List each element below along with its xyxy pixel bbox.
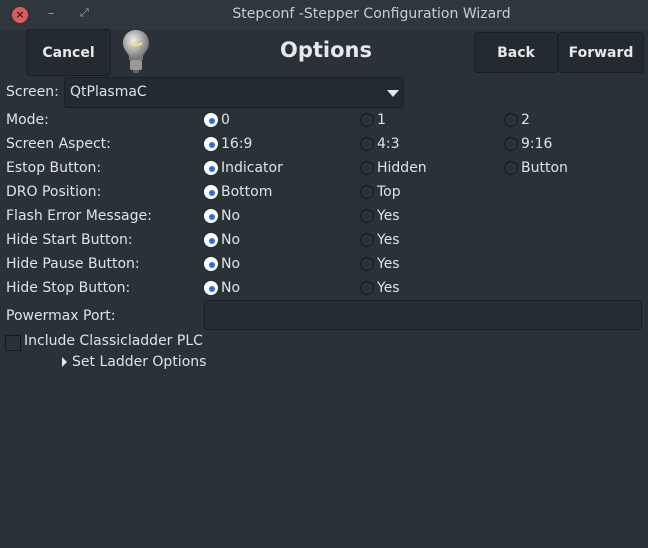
radio-label: No [221, 280, 241, 296]
radio-icon[interactable] [204, 257, 218, 271]
radio-label: 9:16 [521, 136, 553, 152]
radio-icon[interactable] [360, 209, 374, 223]
lightbulb-icon [123, 30, 149, 73]
radio-icon[interactable] [360, 233, 374, 247]
radio-icon[interactable] [360, 137, 374, 151]
radio-option[interactable]: Top [360, 184, 401, 200]
close-icon[interactable]: × [12, 7, 28, 23]
screen-select[interactable]: QtPlasmaC [64, 77, 404, 108]
powermax-port-label: Powermax Port: [6, 308, 116, 324]
radio-icon[interactable] [204, 209, 218, 223]
powermax-port-input[interactable] [204, 300, 642, 330]
option-label: DRO Position: [6, 184, 102, 200]
option-label: Hide Start Button: [6, 232, 133, 248]
radio-label: Button [521, 160, 568, 176]
radio-option[interactable]: 2 [504, 112, 530, 128]
radio-option[interactable]: No [204, 280, 240, 296]
radio-option[interactable]: No [204, 208, 240, 224]
option-label: Hide Pause Button: [6, 256, 140, 272]
radio-icon[interactable] [360, 185, 374, 199]
radio-option[interactable]: 4:3 [360, 136, 400, 152]
radio-label: 2 [521, 112, 530, 128]
radio-label: Yes [377, 256, 400, 272]
option-label: Flash Error Message: [6, 208, 152, 224]
radio-label: Hidden [377, 160, 427, 176]
classicladder-checkbox[interactable] [5, 335, 21, 351]
radio-option[interactable]: Indicator [204, 160, 283, 176]
radio-icon[interactable] [360, 113, 374, 127]
ladder-options-expander[interactable]: Set Ladder Options [62, 354, 206, 370]
radio-option[interactable]: Yes [360, 256, 400, 272]
dropdown-arrow-icon [387, 90, 399, 97]
radio-option[interactable]: Yes [360, 232, 400, 248]
radio-icon[interactable] [360, 257, 374, 271]
option-label: Estop Button: [6, 160, 102, 176]
minimize-icon[interactable]: – [48, 6, 54, 20]
radio-option[interactable]: 0 [204, 112, 230, 128]
radio-label: No [221, 232, 241, 248]
radio-label: No [221, 256, 241, 272]
title-bar: × – ⤢ Stepconf -Stepper Configuration Wi… [0, 0, 648, 30]
screen-select-value: QtPlasmaC [70, 84, 147, 100]
radio-label: Indicator [221, 160, 283, 176]
radio-label: 1 [377, 112, 386, 128]
back-button[interactable]: Back [474, 32, 558, 73]
classicladder-label[interactable]: Include Classicladder PLC [24, 333, 203, 349]
radio-option[interactable]: Hidden [360, 160, 427, 176]
radio-label: 4:3 [377, 136, 400, 152]
radio-option[interactable]: No [204, 256, 240, 272]
option-label: Screen Aspect: [6, 136, 111, 152]
radio-label: Yes [377, 232, 400, 248]
radio-label: Yes [377, 280, 400, 296]
radio-icon[interactable] [360, 281, 374, 295]
option-label: Hide Stop Button: [6, 280, 131, 296]
screen-label: Screen: [6, 84, 59, 100]
radio-option[interactable]: Yes [360, 280, 400, 296]
radio-label: No [221, 208, 241, 224]
radio-icon[interactable] [204, 161, 218, 175]
radio-option[interactable]: No [204, 232, 240, 248]
radio-label: Yes [377, 208, 400, 224]
radio-icon[interactable] [504, 137, 518, 151]
radio-icon[interactable] [504, 161, 518, 175]
radio-label: 0 [221, 112, 230, 128]
page-title: Options [280, 38, 372, 62]
maximize-icon[interactable]: ⤢ [80, 6, 89, 19]
radio-label: 16:9 [221, 136, 253, 152]
cancel-button[interactable]: Cancel [26, 29, 111, 76]
radio-option[interactable]: Yes [360, 208, 400, 224]
forward-button[interactable]: Forward [558, 32, 644, 73]
radio-icon[interactable] [204, 185, 218, 199]
option-label: Mode: [6, 112, 49, 128]
radio-icon[interactable] [504, 113, 518, 127]
expander-arrow-icon [62, 357, 67, 367]
radio-icon[interactable] [204, 137, 218, 151]
radio-option[interactable]: Bottom [204, 184, 272, 200]
window-title: Stepconf -Stepper Configuration Wizard [232, 6, 511, 22]
radio-option[interactable]: 9:16 [504, 136, 552, 152]
radio-label: Bottom [221, 184, 273, 200]
radio-label: Top [377, 184, 401, 200]
radio-option[interactable]: 16:9 [204, 136, 252, 152]
radio-icon[interactable] [204, 113, 218, 127]
ladder-options-label: Set Ladder Options [72, 354, 207, 370]
radio-option[interactable]: Button [504, 160, 568, 176]
radio-icon[interactable] [204, 281, 218, 295]
radio-option[interactable]: 1 [360, 112, 386, 128]
radio-icon[interactable] [204, 233, 218, 247]
radio-icon[interactable] [360, 161, 374, 175]
